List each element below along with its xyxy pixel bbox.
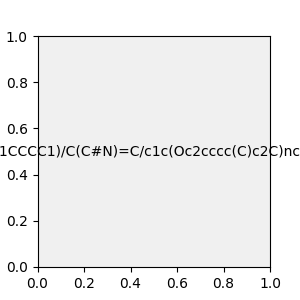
Text: O=C(NC1CCCC1)/C(C#N)=C/c1c(Oc2cccc(C)c2C)nc2ccccn12: O=C(NC1CCCC1)/C(C#N)=C/c1c(Oc2cccc(C)c2C… [0,145,300,158]
